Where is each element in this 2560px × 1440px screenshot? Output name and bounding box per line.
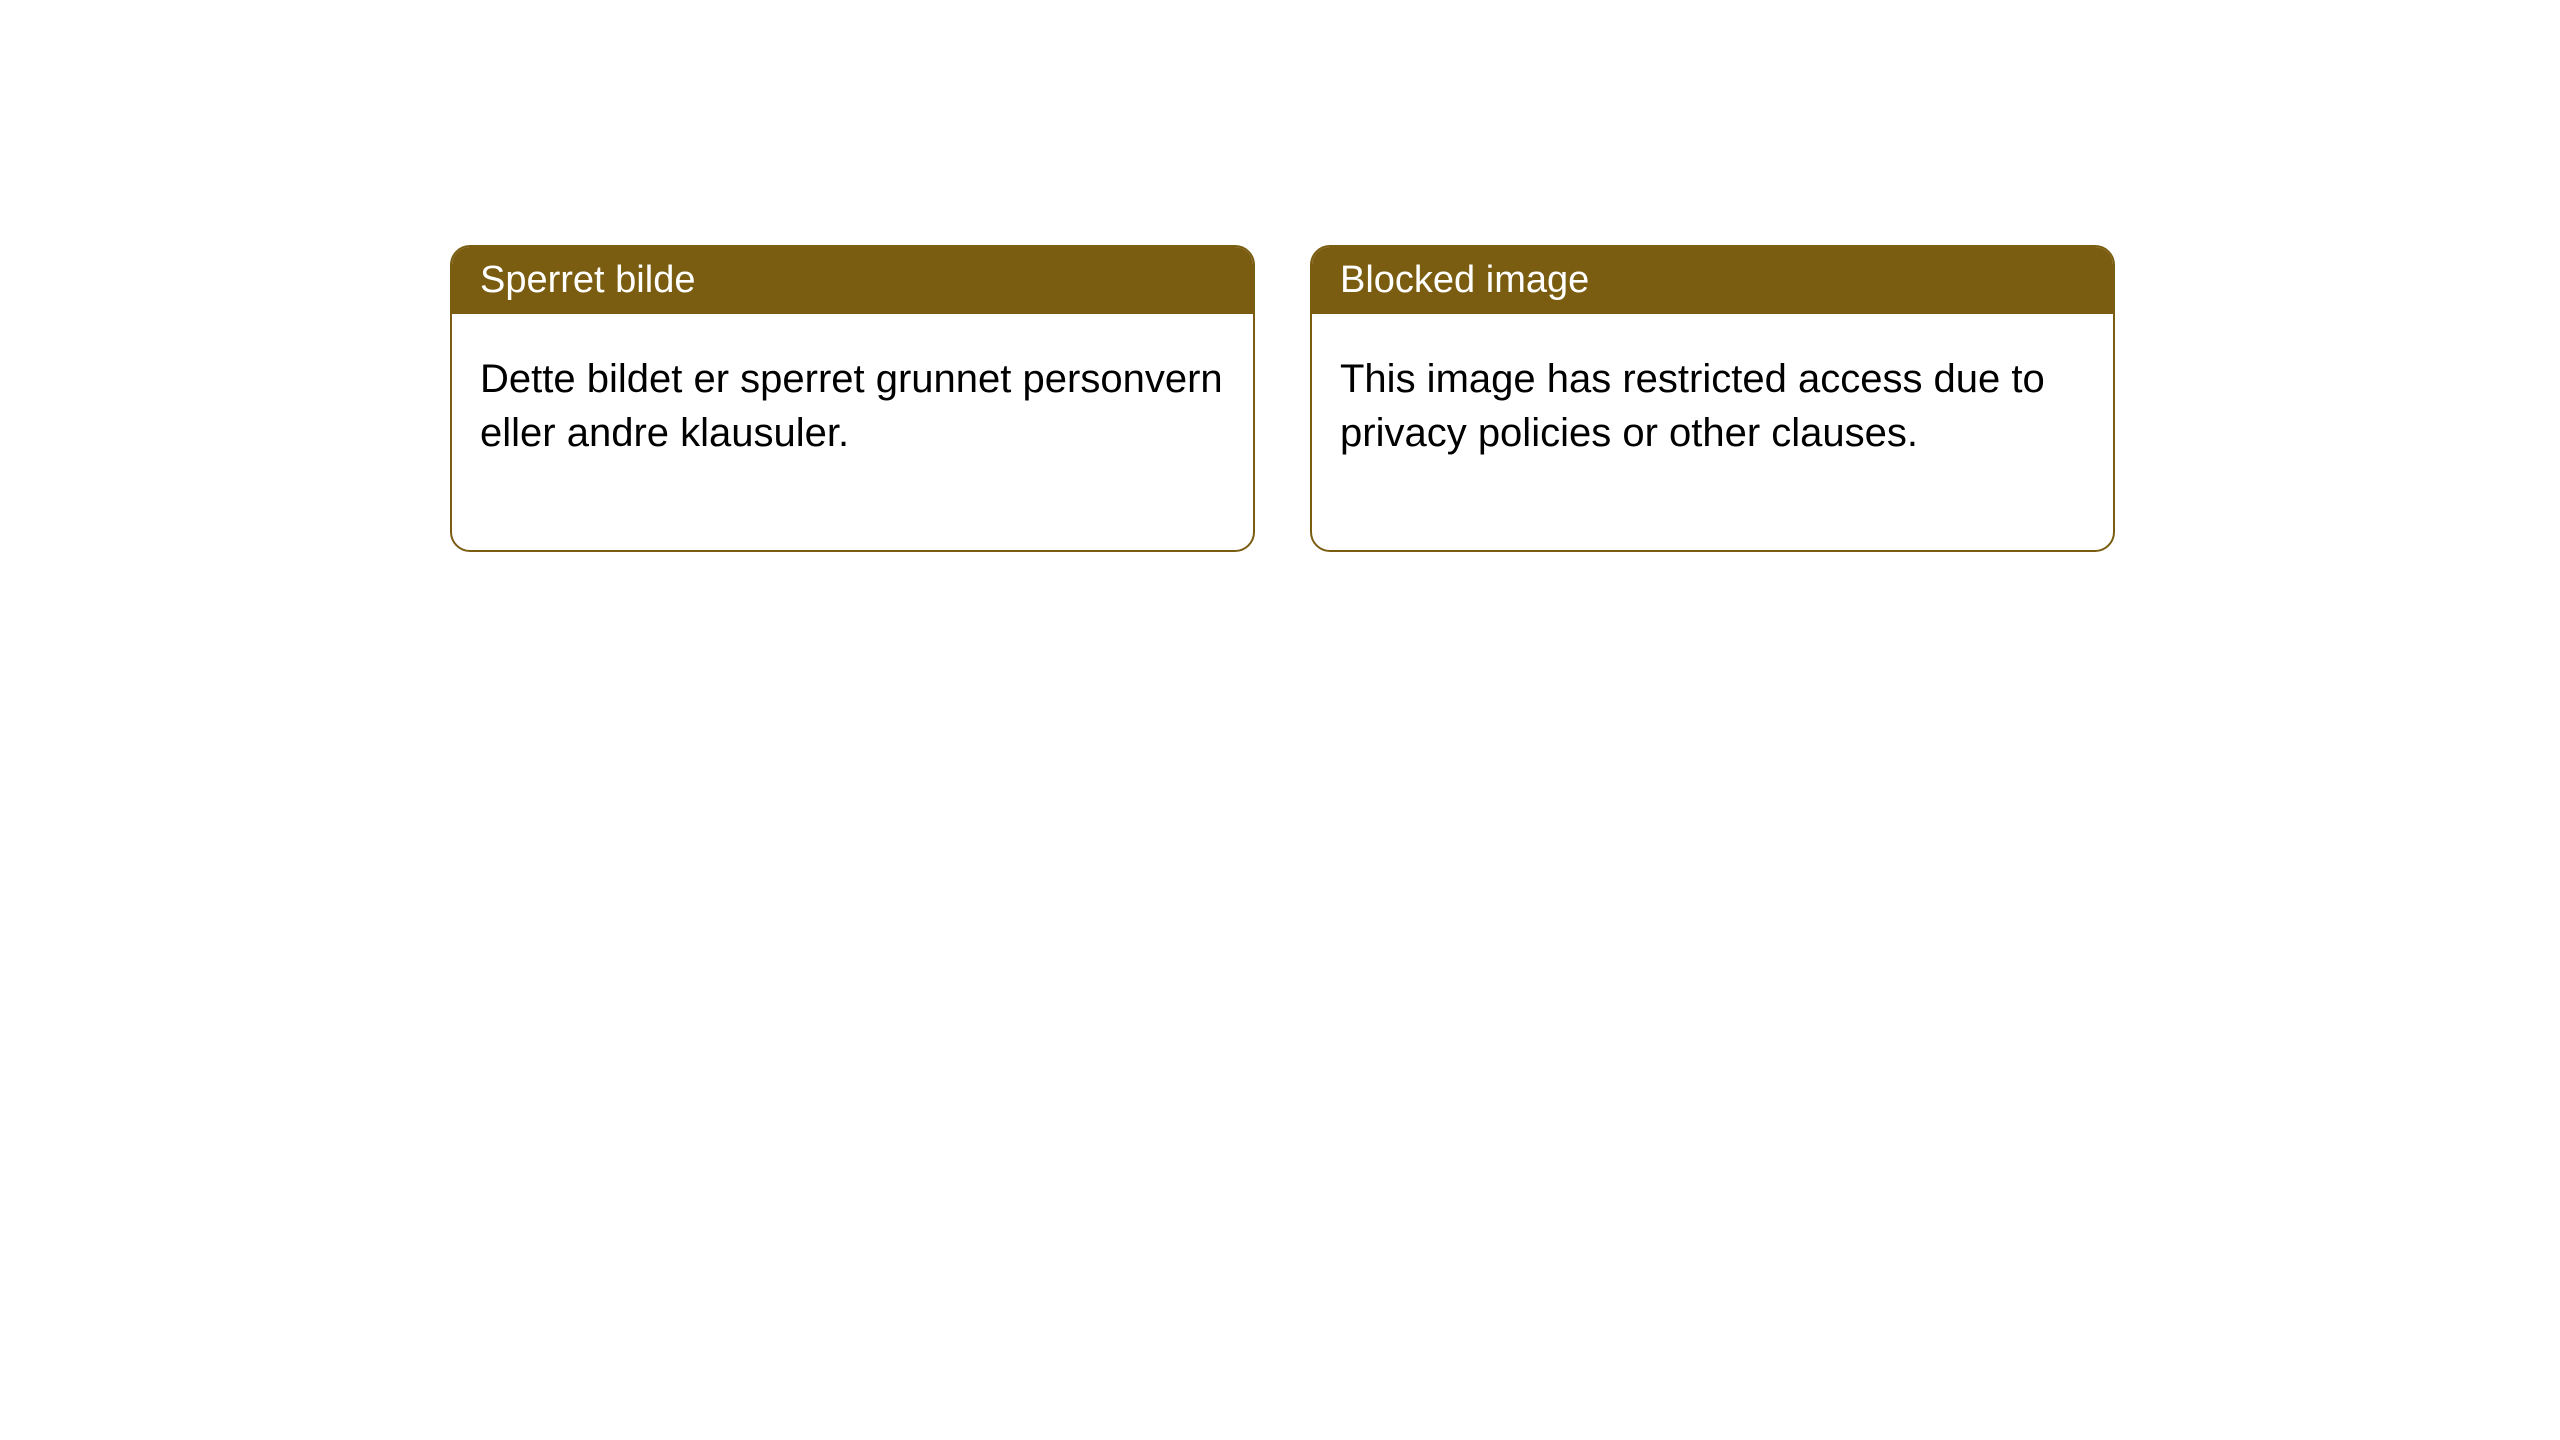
card-header-no: Sperret bilde [452, 247, 1253, 314]
cards-container: Sperret bilde Dette bildet er sperret gr… [450, 245, 2115, 552]
card-body-en: This image has restricted access due to … [1312, 314, 2113, 550]
blocked-image-card-no: Sperret bilde Dette bildet er sperret gr… [450, 245, 1255, 552]
blocked-image-card-en: Blocked image This image has restricted … [1310, 245, 2115, 552]
card-header-en: Blocked image [1312, 247, 2113, 314]
card-body-no: Dette bildet er sperret grunnet personve… [452, 314, 1253, 550]
